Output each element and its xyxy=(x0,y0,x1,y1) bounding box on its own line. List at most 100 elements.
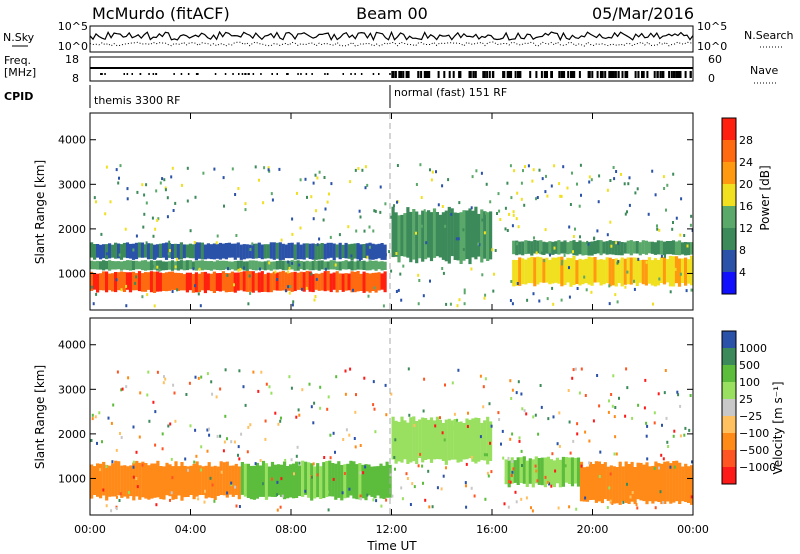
power-cell xyxy=(341,273,345,292)
power-cell xyxy=(356,243,360,260)
nave-tick xyxy=(668,71,671,78)
power-cell xyxy=(429,212,434,262)
velocity-scatter-point xyxy=(610,393,613,396)
velocity-scatter-point xyxy=(295,454,298,458)
velocity-cell xyxy=(516,457,520,485)
velocity-scatter-point xyxy=(296,445,299,449)
power-scatter-point xyxy=(358,209,361,213)
power-scatter-point xyxy=(450,212,453,216)
power-scatter-point xyxy=(609,220,612,224)
power-scatter-point xyxy=(227,267,229,271)
power-cell xyxy=(194,242,198,261)
power-scatter-point xyxy=(109,200,112,204)
power-scatter-point xyxy=(143,212,146,216)
power-band-0 xyxy=(90,270,387,294)
velocity-scatter-point xyxy=(574,367,577,371)
colorbar-swatch xyxy=(722,206,736,228)
power-cell xyxy=(456,212,460,261)
velocity-cell xyxy=(621,466,625,502)
power-cell xyxy=(536,240,540,254)
y-tick-label: 1000 xyxy=(58,472,86,485)
velocity-scatter-point xyxy=(484,497,487,501)
power-cell xyxy=(212,271,216,293)
power-cell xyxy=(272,271,276,291)
power-scatter-point xyxy=(484,293,487,297)
velocity-scatter-point xyxy=(691,460,693,464)
velocity-scatter-point xyxy=(679,434,682,438)
velocity-scatter-point xyxy=(327,508,330,512)
velocity-cell xyxy=(525,460,529,487)
velocity-scatter-point xyxy=(580,464,583,468)
power-cell xyxy=(368,260,372,271)
power-cell xyxy=(146,243,151,260)
power-scatter-point xyxy=(508,212,511,216)
velocity-cell xyxy=(648,466,652,502)
velocity-scatter-point xyxy=(637,403,640,407)
nave-dot xyxy=(187,73,190,75)
power-cell xyxy=(578,258,582,286)
power-cell xyxy=(314,273,318,290)
power-cell xyxy=(314,260,318,270)
power-cell xyxy=(563,240,567,254)
power-scatter-point xyxy=(318,256,321,260)
velocity-scatter-point xyxy=(411,482,414,486)
velocity-scatter-point xyxy=(271,477,273,481)
power-scatter-point xyxy=(430,178,433,182)
nave-dot xyxy=(297,73,299,75)
velocity-scatter-point xyxy=(276,508,279,512)
power-scatter-point xyxy=(396,164,399,167)
power-cell xyxy=(209,261,213,271)
power-cell xyxy=(302,261,306,271)
power-cell xyxy=(680,242,685,255)
power-cell xyxy=(539,257,543,283)
power-scatter-point xyxy=(531,179,534,183)
power-scatter-point xyxy=(517,225,520,229)
power-cell xyxy=(635,241,639,254)
nave-dot xyxy=(354,73,356,75)
velocity-scatter-point xyxy=(200,468,203,472)
power-scatter-point xyxy=(470,267,473,271)
power-cell xyxy=(584,258,588,284)
velocity-scatter-point xyxy=(329,433,332,437)
power-cell xyxy=(227,242,231,258)
velocity-scatter-point xyxy=(260,370,263,374)
velocity-scatter-point xyxy=(240,432,243,436)
velocity-scatter-point xyxy=(423,377,426,381)
power-cell xyxy=(418,214,422,259)
power-scatter-point xyxy=(485,211,487,215)
power-cell xyxy=(397,215,401,263)
power-cell xyxy=(99,273,103,291)
velocity-band-0 xyxy=(90,460,241,501)
power-heatmap xyxy=(90,163,693,308)
nave-tick xyxy=(558,71,561,78)
power-cell xyxy=(242,261,246,271)
power-scatter-point xyxy=(671,276,674,280)
power-cell xyxy=(185,244,189,258)
power-cell xyxy=(263,244,267,259)
velocity-scatter-point xyxy=(486,471,489,475)
velocity-cell xyxy=(298,465,302,496)
power-scatter-point xyxy=(396,200,398,204)
velocity-cell xyxy=(424,418,428,460)
velocity-cell xyxy=(456,422,460,463)
power-cell xyxy=(403,213,407,257)
velocity-scatter-point xyxy=(401,497,404,501)
nave-tick xyxy=(529,71,532,78)
power-cell xyxy=(257,261,261,270)
velocity-cell xyxy=(240,462,244,495)
power-scatter-point xyxy=(105,252,108,256)
power-scatter-point xyxy=(413,246,416,250)
power-scatter-point xyxy=(161,177,164,181)
velocity-cell xyxy=(612,466,616,504)
power-cell xyxy=(311,274,315,293)
velocity-scatter-point xyxy=(689,394,692,397)
velocity-scatter-point xyxy=(193,460,196,464)
power-scatter-point xyxy=(671,227,674,231)
velocity-scatter-point xyxy=(312,462,315,466)
power-scatter-point xyxy=(672,172,675,176)
power-scatter-point xyxy=(115,278,118,282)
power-scatter-point xyxy=(483,296,486,300)
velocity-scatter-point xyxy=(643,406,646,410)
power-scatter-point xyxy=(498,209,501,213)
velocity-scatter-point xyxy=(262,482,264,486)
